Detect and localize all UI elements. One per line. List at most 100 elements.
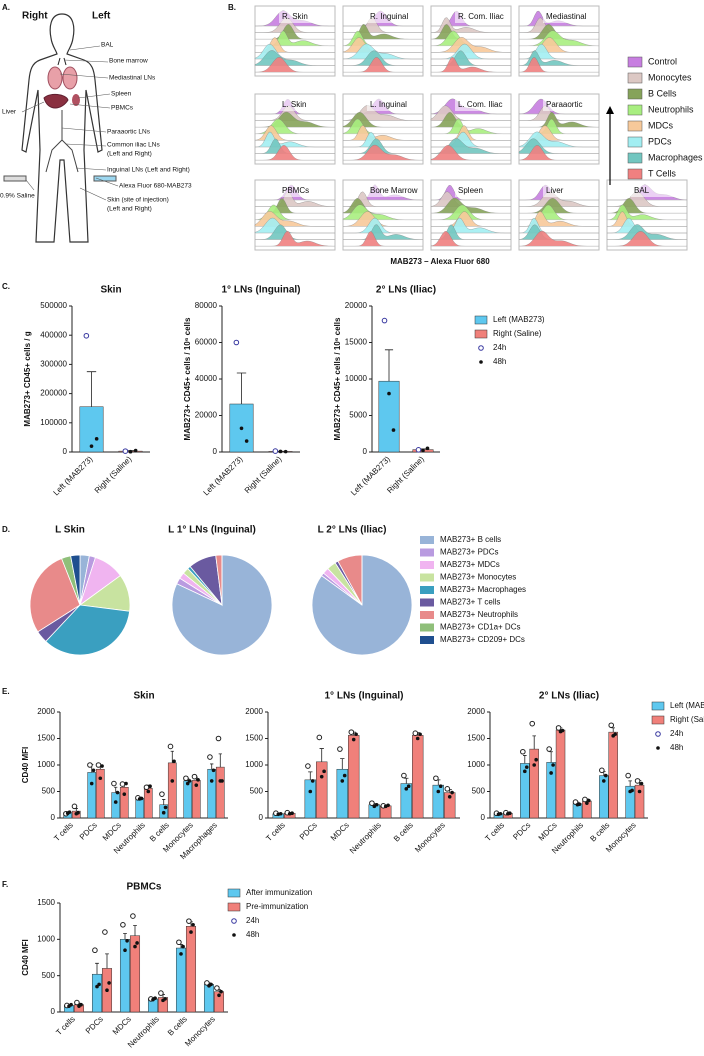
- point-24h: [119, 781, 126, 787]
- chart-title: Skin: [133, 691, 154, 702]
- histogram-panel: Bone Marrow: [342, 179, 424, 251]
- vessels: [45, 110, 79, 173]
- histogram-panel: Spleen: [430, 179, 512, 251]
- legend-label: PDCs: [648, 136, 672, 146]
- x-tick-label: Left (MAB273): [52, 454, 95, 497]
- point-48h: [148, 784, 152, 788]
- x-tick-label: Monocytes: [183, 1015, 217, 1049]
- point-48h: [67, 810, 72, 814]
- panel-name: L. Skin: [282, 100, 306, 109]
- point-48h: [613, 732, 617, 737]
- error-bar: [95, 962, 99, 975]
- point-48h: [387, 391, 391, 396]
- error-bar: [218, 753, 222, 768]
- panel-name: L. Com. Iliac: [458, 100, 502, 109]
- point-48h: [551, 763, 555, 767]
- point-48h: [438, 784, 443, 788]
- error-bar: [319, 748, 324, 762]
- liver: [43, 93, 69, 109]
- x-tick-label: PDCs: [78, 821, 99, 842]
- x-tick-label: MDCs: [537, 821, 559, 843]
- point-48h: [179, 952, 183, 956]
- point-24h: [87, 762, 93, 768]
- legend-marker: [231, 918, 237, 924]
- diagram-label: Mediastinal LNs: [109, 75, 156, 82]
- point-24h: [176, 939, 182, 946]
- panel-letter: E.: [2, 687, 10, 696]
- point-24h: [316, 734, 323, 741]
- label-bg: [455, 185, 509, 197]
- chart-title: PBMCs: [126, 882, 161, 893]
- legend-swatch: [420, 586, 434, 594]
- trachea: [57, 57, 67, 66]
- bar: [215, 766, 225, 819]
- bar: [207, 768, 217, 819]
- point-48h: [133, 448, 138, 453]
- arrow-head: [606, 106, 614, 114]
- legend-label: 24h: [493, 343, 506, 352]
- point-48h: [185, 781, 190, 786]
- label-bg: [279, 99, 333, 111]
- side-label: Left: [92, 11, 111, 22]
- lung: [62, 66, 78, 90]
- point-48h: [283, 449, 288, 454]
- error-bar: [86, 371, 97, 407]
- x-tick-label: B cells: [148, 821, 171, 844]
- legend-swatch: [627, 56, 643, 68]
- diagram-label: Paraaortic LNs: [107, 129, 151, 136]
- legend-label: Left (MAB273): [493, 315, 545, 324]
- y-tick-label: 10000: [345, 374, 368, 383]
- diagram-label: (Left and Right): [107, 151, 152, 158]
- side-label: Right: [22, 11, 48, 22]
- y-tick-label: 60000: [195, 338, 218, 347]
- histogram-panel: L. Com. Iliac: [430, 93, 512, 165]
- label-bg: [367, 185, 421, 197]
- point-24h: [381, 317, 388, 324]
- error-bar: [236, 372, 247, 405]
- legend-label: MAB273+ Monocytes: [440, 573, 516, 582]
- error-bar: [210, 763, 214, 770]
- point-48h: [508, 811, 512, 816]
- point-24h: [272, 448, 279, 454]
- legend-swatch: [420, 536, 434, 544]
- point-48h: [354, 732, 358, 737]
- point-24h: [625, 772, 631, 779]
- point-48h: [601, 779, 606, 783]
- histogram-panel: Mediastinal: [518, 5, 600, 77]
- point-48h: [181, 944, 185, 949]
- y-tick-label: 0: [363, 447, 368, 456]
- x-tick-label: Right (Saline): [93, 454, 134, 495]
- panel-name: Mediastinal: [546, 12, 587, 21]
- x-tick-label: T cells: [264, 821, 287, 844]
- point-48h: [450, 790, 454, 795]
- x-tick-label: PDCs: [298, 821, 319, 842]
- y-axis-label: MAB273+ CD45+ cells / g: [23, 331, 32, 426]
- legend-label: MAB273+ B cells: [440, 535, 501, 544]
- x-tick-label: Left (MAB273): [349, 454, 392, 497]
- legend-label: Pre-immunization: [246, 902, 308, 911]
- point-24h: [167, 743, 174, 750]
- x-tick-label: Left (MAB273): [202, 454, 245, 497]
- y-tick-label: 0: [481, 813, 486, 822]
- bar: [119, 787, 129, 819]
- point-24h: [215, 735, 222, 742]
- y-tick-label: 400000: [40, 330, 67, 339]
- panel-letter: D.: [2, 525, 10, 534]
- point-48h: [217, 993, 221, 998]
- point-48h: [340, 779, 345, 783]
- legend-swatch: [627, 104, 643, 116]
- point-48h: [135, 941, 139, 945]
- point-48h: [425, 446, 430, 451]
- point-24h: [634, 778, 641, 784]
- x-tick-label: Monocytes: [413, 821, 447, 855]
- point-24h: [233, 339, 240, 346]
- label-bg: [455, 11, 509, 23]
- legend-swatch: [627, 136, 643, 148]
- error-bar: [123, 933, 127, 940]
- error-bar: [133, 925, 137, 936]
- point-48h: [603, 773, 608, 778]
- bar: [348, 735, 360, 819]
- legend-swatch: [627, 152, 643, 164]
- point-48h: [522, 769, 527, 774]
